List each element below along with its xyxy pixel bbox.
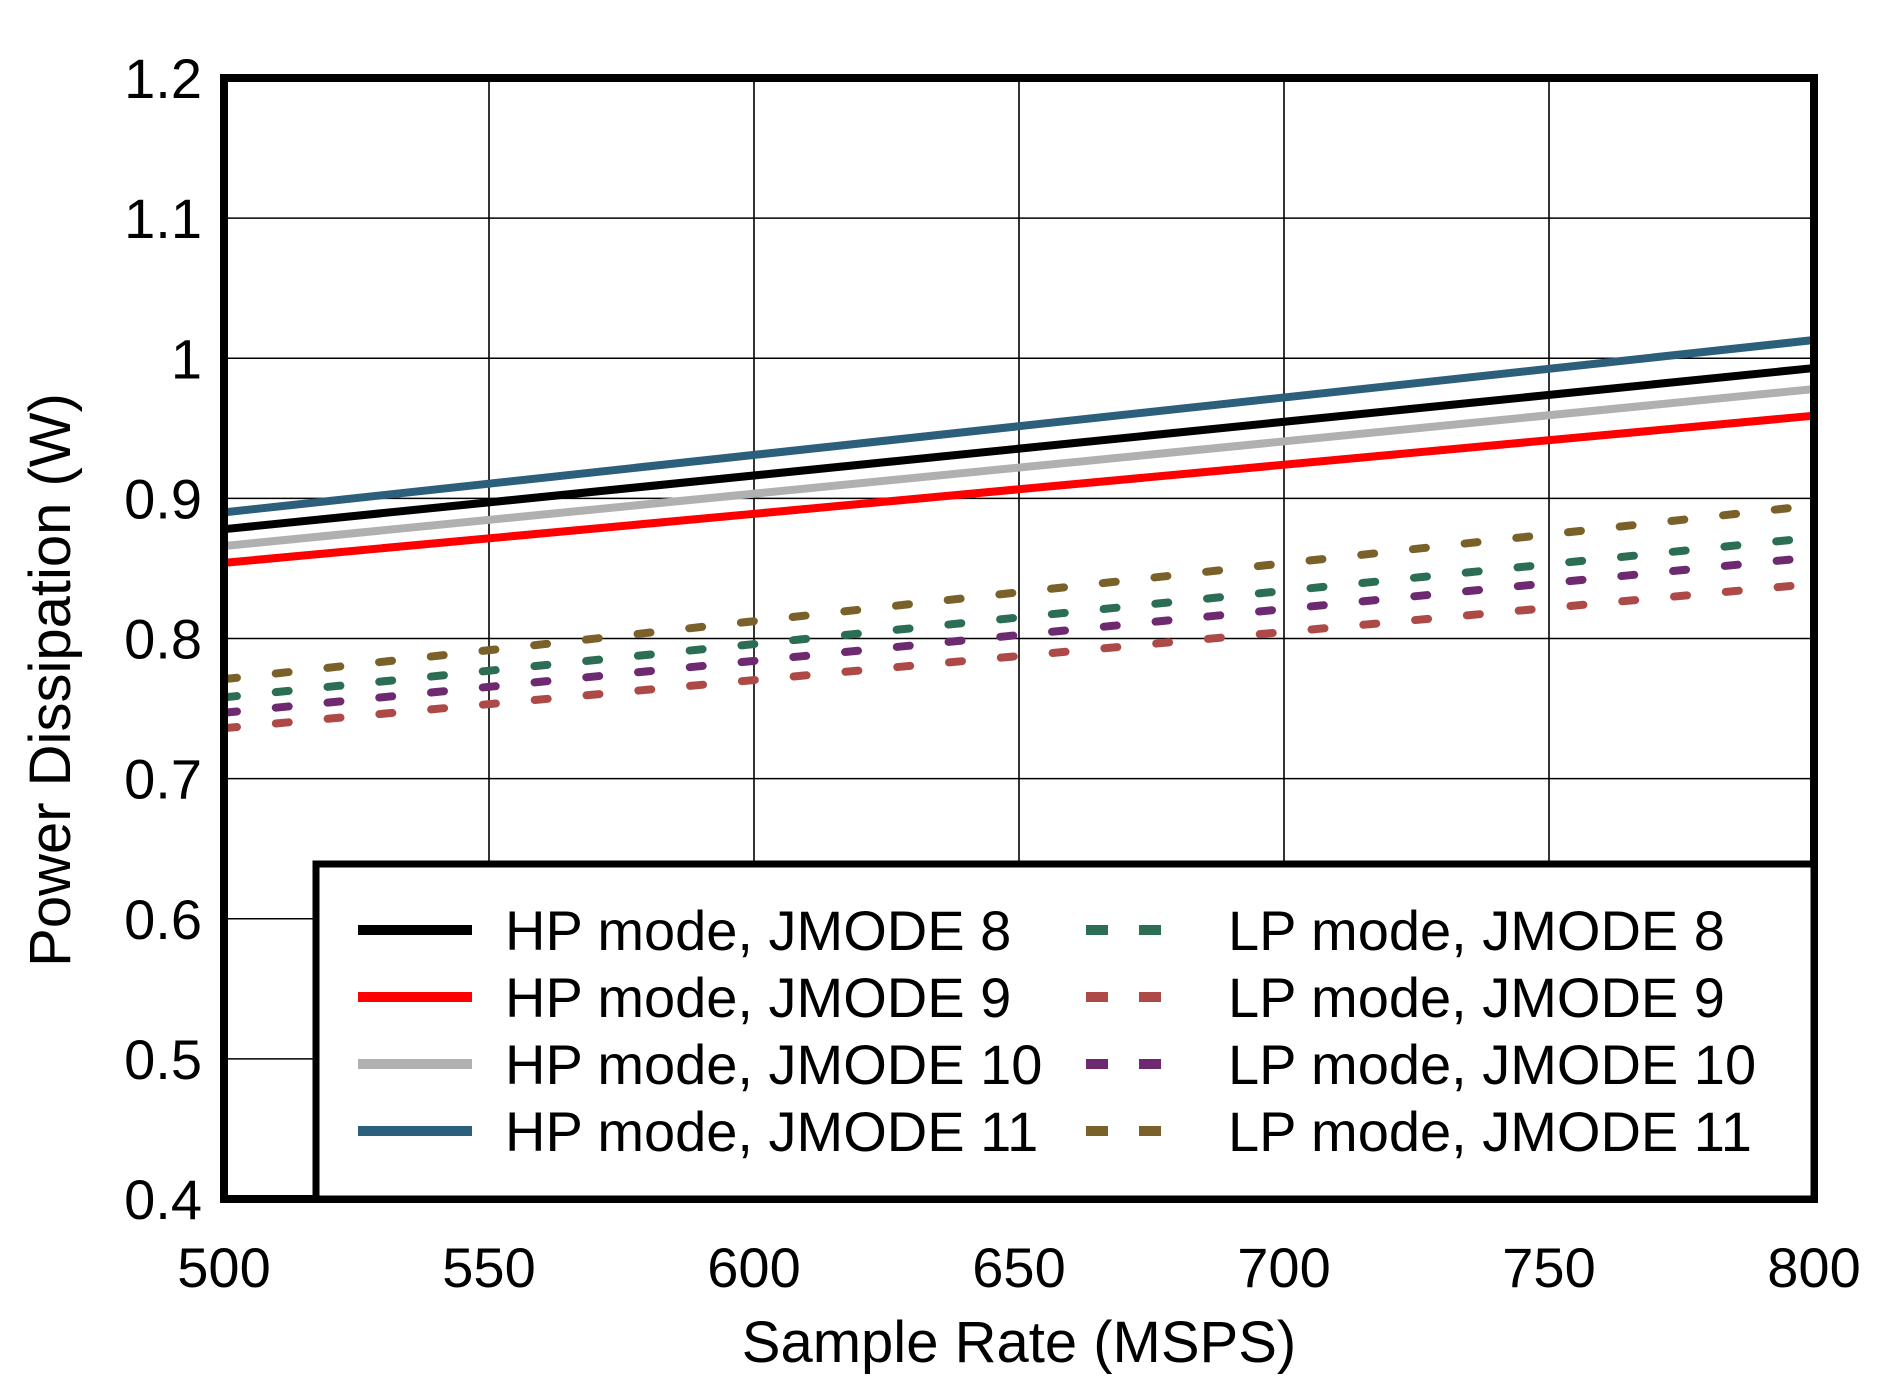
legend-item-label: LP mode, JMODE 8 — [1228, 899, 1725, 962]
legend-item-label: LP mode, JMODE 11 — [1228, 1100, 1752, 1163]
x-tick-label: 750 — [1502, 1236, 1595, 1299]
series-line-lp-jmode-11 — [220, 501, 1818, 684]
legend-item-label: LP mode, JMODE 9 — [1228, 966, 1725, 1029]
x-tick-label: 550 — [442, 1236, 535, 1299]
legend-item-label: HP mode, JMODE 9 — [505, 966, 1011, 1029]
legend-item-label: HP mode, JMODE 11 — [505, 1100, 1038, 1163]
y-tick-label: 0.7 — [124, 748, 202, 811]
series-line-hp-jmode-11 — [223, 336, 1815, 517]
x-tick-label: 700 — [1237, 1236, 1330, 1299]
y-tick-label: 0.5 — [124, 1028, 202, 1091]
series-lines — [220, 336, 1818, 733]
series-line-hp-jmode-9 — [223, 411, 1815, 567]
x-axis-title: Sample Rate (MSPS) — [742, 1310, 1296, 1375]
series-line-lp-jmode-9 — [220, 579, 1818, 733]
series-line-lp-jmode-10 — [220, 553, 1818, 717]
x-axis-tick-labels: 500 550 600 650 700 750 800 — [177, 1236, 1860, 1299]
series-line-hp-jmode-10 — [223, 385, 1815, 550]
legend-box — [312, 860, 1818, 1203]
y-tick-label: 0.8 — [124, 608, 202, 671]
legend-item: HP mode, JMODE 9 — [358, 966, 1011, 1029]
y-tick-label: 1 — [171, 327, 202, 390]
legend-item: LP mode, JMODE 9 — [1086, 966, 1725, 1029]
legend-item: HP mode, JMODE 11 — [358, 1100, 1038, 1163]
x-tick-label: 600 — [707, 1236, 800, 1299]
legend-item: HP mode, JMODE 10 — [358, 1033, 1042, 1096]
legend-item-label: HP mode, JMODE 10 — [505, 1033, 1042, 1096]
legend-item: LP mode, JMODE 11 — [1086, 1100, 1752, 1163]
y-axis-title: Power Dissipation (W) — [18, 393, 83, 967]
y-axis-tick-labels: 1.2 1.1 1 0.9 0.8 0.7 0.6 0.5 0.4 — [124, 47, 202, 1231]
legend: HP mode, JMODE 8HP mode, JMODE 9HP mode,… — [312, 860, 1818, 1203]
x-tick-label: 800 — [1767, 1236, 1860, 1299]
y-tick-label: 1.1 — [124, 187, 202, 250]
legend-item-label: LP mode, JMODE 10 — [1228, 1033, 1756, 1096]
series-line-lp-jmode-8 — [220, 533, 1818, 702]
y-tick-label: 0.4 — [124, 1168, 202, 1231]
x-tick-label: 500 — [177, 1236, 270, 1299]
legend-item-label: HP mode, JMODE 8 — [505, 899, 1011, 962]
legend-item: HP mode, JMODE 8 — [358, 899, 1011, 962]
x-tick-label: 650 — [972, 1236, 1065, 1299]
legend-item: LP mode, JMODE 10 — [1086, 1033, 1756, 1096]
y-tick-label: 0.9 — [124, 467, 202, 530]
y-tick-label: 0.6 — [124, 888, 202, 951]
y-tick-label: 1.2 — [124, 47, 202, 110]
legend-item: LP mode, JMODE 8 — [1086, 899, 1725, 962]
series-line-hp-jmode-8 — [223, 364, 1815, 534]
